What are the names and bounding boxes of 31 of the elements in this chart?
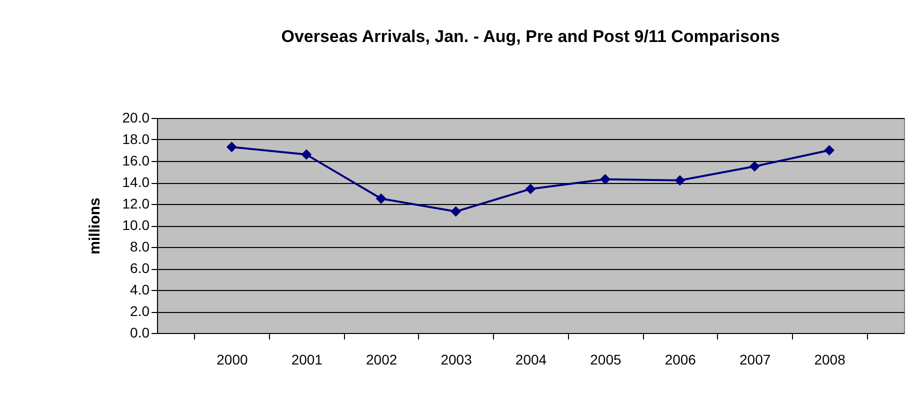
point [749, 161, 760, 172]
point [674, 175, 686, 186]
point [824, 145, 835, 156]
y-tick-label: 18.0 [122, 131, 150, 147]
y-tick-label: 4.0 [130, 282, 150, 298]
x-tick-label: 2002 [366, 352, 398, 368]
point [600, 174, 610, 185]
x-tick-label: 2007 [740, 352, 771, 368]
y-tick-label: 20.0 [122, 110, 150, 126]
y-tick-label: 2.0 [130, 303, 150, 319]
y-tick-label: 8.0 [130, 238, 150, 254]
y-tick-label: 14.0 [122, 174, 150, 190]
point [450, 206, 462, 217]
point [226, 142, 237, 152]
y-tick-label: 12.0 [122, 196, 150, 212]
y-tick-label: 6.0 [130, 260, 150, 276]
x-tick-label: 2005 [590, 352, 622, 368]
y-tick-label: 10.0 [122, 217, 150, 233]
point [525, 184, 536, 194]
y-axis-title: millions [86, 198, 104, 254]
x-tick-label: 2008 [814, 352, 846, 368]
chart-title: Overseas Arrivals, Jan. - Aug, Pre and Post 9/11 Comparisons [281, 27, 780, 46]
point [301, 149, 312, 160]
y-tick-label: 16.0 [122, 152, 150, 168]
x-tick-label: 2001 [291, 352, 323, 368]
x-tick-label: 2004 [515, 352, 547, 368]
point [376, 193, 386, 204]
x-tick-label: 2003 [440, 352, 472, 368]
y-tick-label: 0.0 [130, 324, 150, 340]
x-tick-label: 2006 [664, 352, 696, 368]
x-tick-label: 2000 [216, 352, 248, 368]
